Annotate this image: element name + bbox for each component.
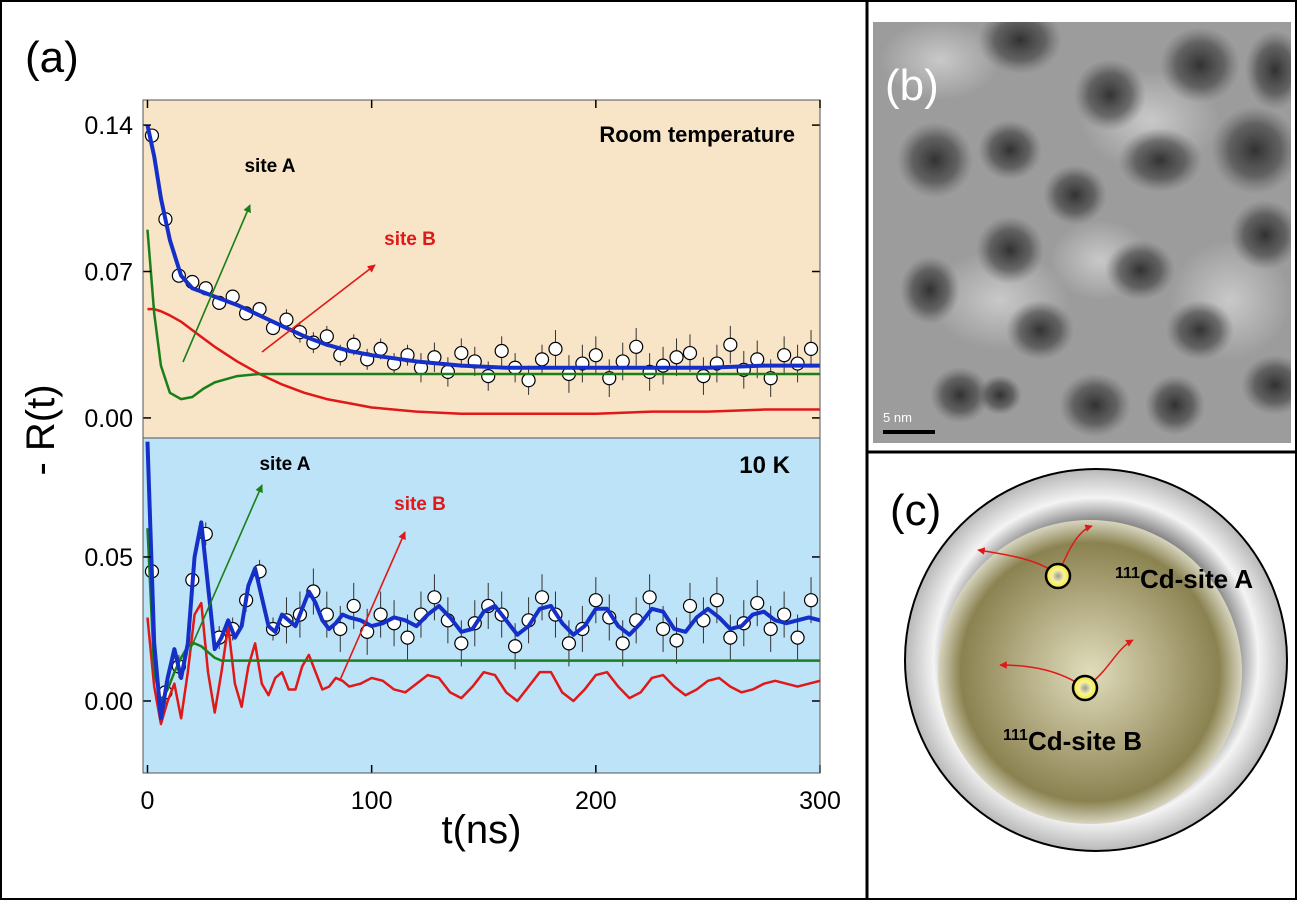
site-name: Cd-site B [1028, 726, 1142, 756]
data-point [777, 607, 792, 622]
plot-background [143, 100, 820, 438]
data-point [655, 358, 671, 373]
data-point [588, 593, 603, 608]
data-point [333, 621, 348, 637]
panel-label: (a) [25, 33, 79, 82]
x-tick-label: 100 [351, 787, 393, 815]
data-point [669, 350, 684, 365]
y-tick-label: 0.14 [84, 112, 133, 140]
site-name: Cd-site A [1140, 564, 1253, 594]
fit-curve [146, 229, 820, 401]
plot-area [144, 441, 820, 726]
micrograph [873, 22, 1291, 443]
fit-curve [145, 124, 820, 370]
data-point [400, 630, 415, 645]
annotation: site B [394, 494, 446, 515]
panel-title: Room temperature [599, 122, 795, 147]
annotation-arrow [261, 264, 376, 353]
y-axis-label: - R(t) [19, 384, 63, 475]
fit-curve [147, 307, 820, 415]
data-point [790, 630, 805, 645]
panel-b: (b) 5 nm [873, 22, 1291, 443]
data-point [777, 348, 792, 363]
data-point [346, 598, 361, 614]
data-point [763, 621, 778, 637]
panel-label: (b) [885, 61, 939, 110]
y-tick-label: 0.00 [84, 405, 133, 433]
fit-curve [146, 528, 820, 703]
core [938, 520, 1242, 824]
data-point [669, 633, 684, 648]
data-point [682, 345, 698, 361]
data-point [588, 348, 603, 363]
isotope: 111 [1115, 565, 1140, 582]
data-point [655, 621, 671, 637]
x-tick-label: 300 [799, 787, 841, 815]
annotation: site A [259, 454, 310, 475]
data-point [629, 339, 644, 354]
plot-area [144, 124, 820, 415]
data-point [709, 593, 724, 608]
annotation-arrow [189, 484, 263, 651]
site-b-label: 111Cd-site B [1003, 726, 1142, 756]
panel-title: 10 K [739, 452, 790, 479]
data-point [373, 607, 388, 622]
data-point [696, 368, 711, 384]
chart: site A site B Room temperature 0.00 0.07 0.14… [19, 99, 821, 476]
data-point [642, 590, 657, 605]
panel-c: (c) 111Cd-site A 111Cd-site B [890, 468, 1288, 852]
data-point [803, 593, 819, 608]
data-point [427, 590, 442, 605]
x-axis-label: t(ns) [442, 808, 522, 852]
site-a-marker [1044, 562, 1072, 590]
isotope: 111 [1003, 727, 1028, 744]
data-point [494, 343, 509, 359]
fit-curve [146, 601, 820, 726]
x-tick-label: 200 [575, 787, 617, 815]
chart: site A site B 10 K 0.00 0.05 0 100 200 300 t(ns) [84, 100, 841, 852]
site-a-label: 111Cd-site A [1115, 564, 1253, 594]
data-point [454, 636, 469, 651]
plot-frame [142, 437, 821, 774]
data-point [534, 352, 550, 367]
data-point [373, 341, 388, 356]
data-point [803, 341, 819, 356]
annotation-arrow [182, 204, 251, 363]
x-tick-label: 0 [141, 787, 155, 815]
data-point [723, 630, 738, 645]
data-point [521, 373, 536, 388]
y-tick-label: 0.07 [84, 259, 133, 287]
data-point [481, 368, 496, 384]
y-tick-label: 0.00 [84, 688, 133, 716]
data-point [723, 337, 738, 352]
scale-bar-label: 5 nm [883, 410, 912, 425]
data-point [534, 590, 550, 605]
data-point [615, 636, 630, 651]
data-point [682, 598, 698, 614]
data-point [561, 636, 577, 651]
data-point [440, 364, 455, 380]
fit-curve [145, 441, 820, 721]
data-point [790, 356, 805, 371]
y-tick-label: 0.05 [84, 544, 133, 572]
data-point [454, 345, 469, 361]
data-point [548, 341, 563, 356]
panel-a: site A site B Room temperature 0.00 0.07 0.14… [19, 99, 841, 852]
data-point [508, 639, 523, 654]
annotation: site A [244, 156, 295, 177]
data-point [750, 595, 765, 611]
annotation: site B [384, 229, 436, 250]
panel-label: (c) [890, 486, 941, 535]
annotation-arrow [339, 531, 406, 681]
site-b-marker [1071, 674, 1099, 702]
